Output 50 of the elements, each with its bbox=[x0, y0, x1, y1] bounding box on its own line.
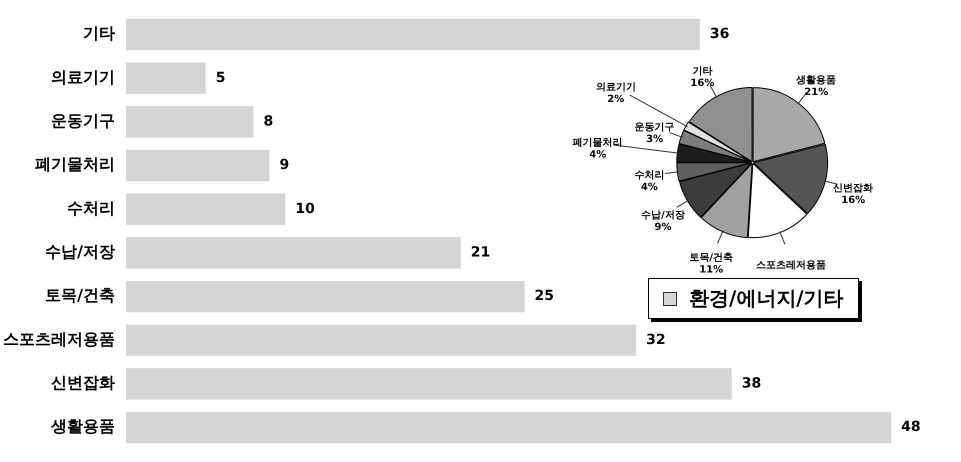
data-label: 10 bbox=[295, 200, 316, 217]
data-label: 5 bbox=[216, 70, 226, 86]
data-label: 8 bbox=[264, 113, 274, 130]
bar bbox=[126, 193, 286, 225]
y-tick-label: 신변잡화 bbox=[51, 373, 115, 392]
y-tick-label: 스포츠레저용품 bbox=[3, 329, 115, 348]
bar bbox=[126, 280, 524, 312]
bar bbox=[126, 62, 206, 94]
bar bbox=[126, 368, 732, 400]
data-label: 25 bbox=[534, 288, 554, 304]
legend-label: 환경/에너지/기타 bbox=[689, 285, 844, 312]
data-label: 16% bbox=[690, 78, 714, 89]
y-tick-label: 의료기기 bbox=[51, 67, 115, 86]
slice-label: 토목/건축 bbox=[689, 252, 734, 264]
bar bbox=[126, 237, 461, 269]
y-tick-label: 수납/저장 bbox=[45, 242, 115, 261]
data-label: 21 bbox=[470, 244, 490, 260]
slice-label: 신변잡화 bbox=[833, 182, 874, 194]
slice-label: 운동기구 bbox=[634, 122, 675, 133]
bar bbox=[126, 324, 636, 356]
slice-label: 생활용품 bbox=[795, 74, 836, 86]
data-label: 4% bbox=[640, 182, 658, 194]
y-tick-label: 폐기물처리 bbox=[35, 154, 115, 174]
data-label: 16% bbox=[841, 194, 866, 206]
slice-label: 의료기기 bbox=[596, 82, 636, 93]
data-label: 4% bbox=[589, 150, 606, 161]
y-tick-label: 생활용품 bbox=[50, 416, 115, 436]
slice-label: 수처리 bbox=[634, 170, 664, 182]
bar bbox=[126, 106, 254, 138]
data-label: 36 bbox=[710, 26, 730, 42]
data-label: 48 bbox=[901, 419, 921, 436]
data-label: 32 bbox=[646, 332, 666, 348]
data-label: 9 bbox=[279, 157, 290, 174]
bar bbox=[126, 412, 892, 444]
data-label: 21% bbox=[804, 86, 828, 98]
bar bbox=[126, 18, 700, 50]
y-tick-label: 기타 bbox=[83, 24, 115, 43]
slice-label: 기타 bbox=[692, 66, 712, 77]
data-label: 3% bbox=[646, 134, 664, 145]
data-label: 38 bbox=[742, 376, 762, 392]
slice-label: 폐기물처리 bbox=[572, 138, 623, 149]
data-label: 9% bbox=[654, 222, 672, 234]
y-tick-label: 수처리 bbox=[67, 198, 115, 218]
y-tick-label: 토목/건축 bbox=[45, 286, 115, 305]
slice-label: 수납/저장 bbox=[641, 210, 685, 222]
y-tick-label: 운동기구 bbox=[51, 110, 115, 130]
slice-label: 스포츠레저용품 bbox=[756, 260, 826, 271]
bar bbox=[126, 150, 270, 182]
data-label: 2% bbox=[607, 94, 624, 105]
data-label: 11% bbox=[699, 264, 724, 276]
